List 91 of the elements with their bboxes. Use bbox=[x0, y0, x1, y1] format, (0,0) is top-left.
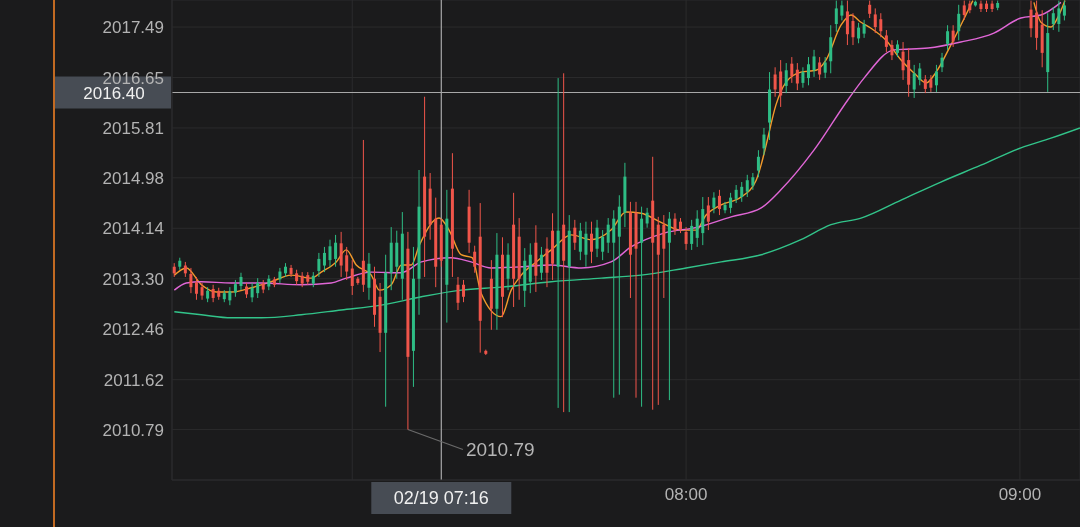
y-tick-label: 2011.62 bbox=[103, 370, 164, 390]
candlestick bbox=[673, 212, 677, 236]
candlestick bbox=[890, 39, 894, 61]
candlestick bbox=[795, 62, 799, 91]
candlestick bbox=[645, 207, 649, 229]
candlestick bbox=[923, 74, 927, 94]
candlestick bbox=[729, 192, 733, 214]
candlestick bbox=[812, 49, 816, 78]
candlestick bbox=[784, 62, 788, 94]
candlestick bbox=[990, 0, 994, 13]
candlestick bbox=[834, 0, 838, 33]
y-tick-label: 2014.14 bbox=[102, 219, 164, 239]
candlestick bbox=[1051, 6, 1055, 31]
candlestick bbox=[756, 149, 760, 178]
candlestick bbox=[762, 127, 766, 156]
candlestick bbox=[934, 64, 938, 93]
candlestick bbox=[873, 7, 877, 34]
candlestick bbox=[723, 201, 727, 214]
candlestick bbox=[462, 279, 466, 303]
candlestick bbox=[840, 0, 844, 21]
candlestick bbox=[350, 259, 354, 296]
annotation: 2010.79 bbox=[465, 438, 535, 460]
y-tick-label: 2010.79 bbox=[102, 420, 164, 440]
candlestick bbox=[1062, 0, 1066, 21]
y-tick-label: 2013.30 bbox=[102, 269, 164, 289]
candlestick bbox=[690, 219, 694, 251]
candlestick bbox=[712, 191, 716, 214]
ref-line-label: 02/19 07:16 bbox=[393, 488, 489, 508]
candlestick bbox=[578, 222, 582, 261]
candlestick bbox=[456, 276, 460, 311]
candlestick bbox=[573, 219, 577, 251]
candlestick bbox=[239, 272, 243, 291]
candlestick bbox=[773, 66, 777, 98]
y-tick-label: 2015.81 bbox=[102, 118, 164, 138]
candlestick bbox=[250, 282, 254, 303]
candlestick bbox=[717, 189, 721, 216]
candlestick bbox=[256, 277, 260, 299]
candlestick bbox=[334, 234, 338, 268]
candlestick bbox=[339, 231, 343, 278]
candlestick bbox=[1057, 0, 1061, 33]
candlestick bbox=[818, 56, 822, 81]
candlestick bbox=[790, 56, 794, 84]
candlestick bbox=[912, 64, 916, 99]
candlestick bbox=[957, 4, 961, 41]
candlestick bbox=[807, 56, 810, 86]
candlestick bbox=[951, 24, 955, 48]
candlestick bbox=[823, 56, 827, 79]
x-tick-label: 08:00 bbox=[664, 485, 708, 505]
candlestick bbox=[278, 267, 282, 284]
candlestick bbox=[194, 276, 198, 301]
candlestick bbox=[590, 221, 594, 264]
candlestick bbox=[584, 221, 588, 268]
candlestick bbox=[901, 41, 905, 81]
candlestick bbox=[929, 74, 933, 93]
candlestick bbox=[745, 174, 749, 198]
candlestick bbox=[962, 0, 966, 21]
y-tick-label: 2014.98 bbox=[102, 168, 164, 188]
candlestick bbox=[740, 181, 744, 203]
candlestick bbox=[189, 267, 193, 294]
candlestick bbox=[228, 286, 232, 306]
candlestick bbox=[801, 66, 805, 89]
y-tick-label: 2012.46 bbox=[102, 320, 164, 340]
candlestick bbox=[940, 52, 944, 73]
candlestick bbox=[851, 12, 855, 46]
candlestick bbox=[539, 246, 543, 281]
candlestick bbox=[200, 282, 204, 301]
candlestick bbox=[979, 0, 983, 13]
candlestick bbox=[884, 29, 888, 53]
candlestick bbox=[879, 12, 883, 38]
candlestick bbox=[328, 239, 332, 268]
candlestick bbox=[322, 246, 326, 273]
candlestick bbox=[289, 264, 293, 278]
candlestick bbox=[473, 245, 477, 274]
y-tick-label: 2017.49 bbox=[102, 18, 164, 38]
x-tick-label: 09:00 bbox=[998, 485, 1042, 505]
candlestick bbox=[317, 252, 321, 278]
candlestick bbox=[684, 226, 688, 251]
candlestick bbox=[345, 246, 349, 281]
candlestick bbox=[1029, 0, 1033, 38]
candlestick bbox=[595, 219, 599, 258]
candlestick bbox=[734, 184, 738, 204]
candlestick bbox=[845, 0, 849, 46]
candlestick bbox=[946, 24, 950, 51]
candlestick bbox=[562, 72, 566, 413]
candlestick bbox=[918, 62, 922, 86]
candlestick bbox=[706, 196, 710, 231]
candlestick bbox=[695, 209, 699, 248]
candlestick bbox=[862, 19, 866, 39]
candlestick bbox=[601, 229, 605, 261]
candlestick bbox=[606, 217, 610, 254]
candlestick bbox=[857, 22, 861, 44]
